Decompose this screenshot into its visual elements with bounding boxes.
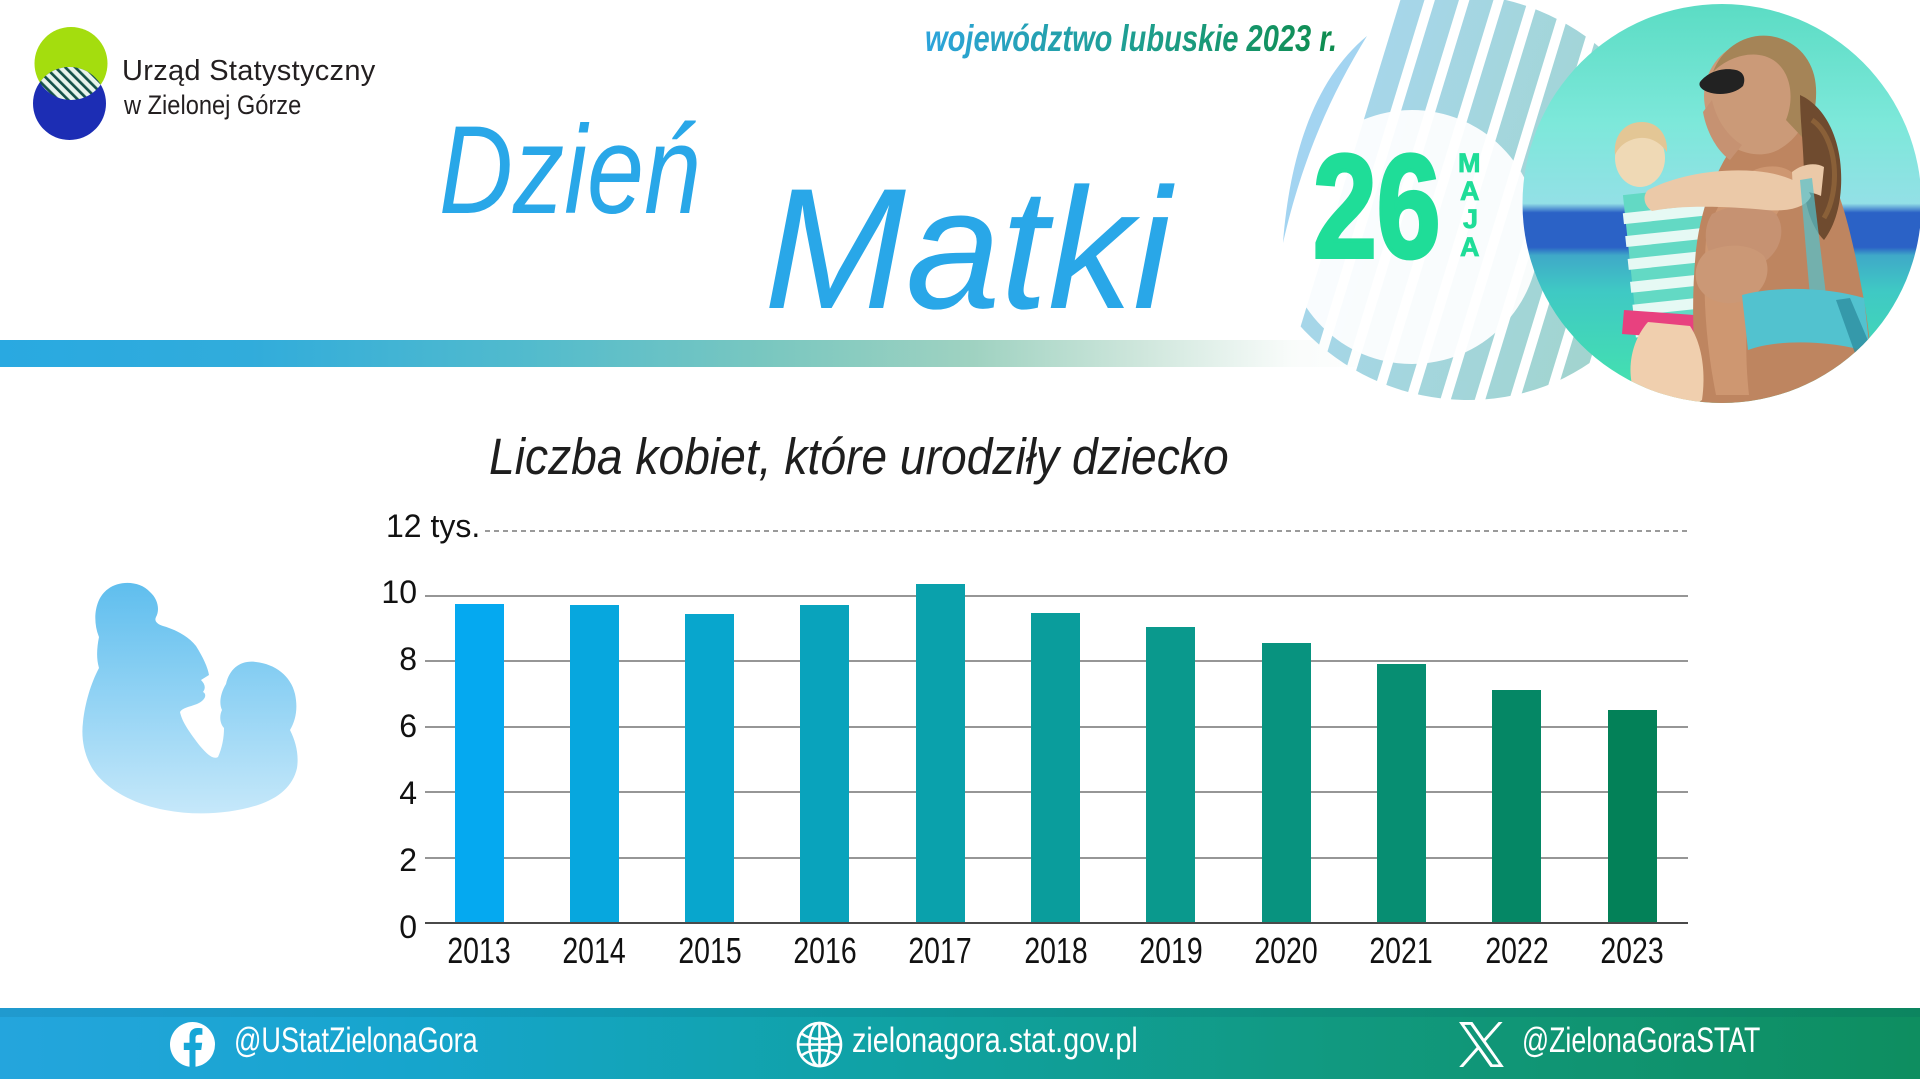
svg-text:J: J <box>1463 204 1478 234</box>
svg-text:M: M <box>1458 148 1481 178</box>
svg-text:A: A <box>1460 176 1480 206</box>
svg-text:26: 26 <box>1313 124 1441 288</box>
svg-text:A: A <box>1460 232 1480 262</box>
